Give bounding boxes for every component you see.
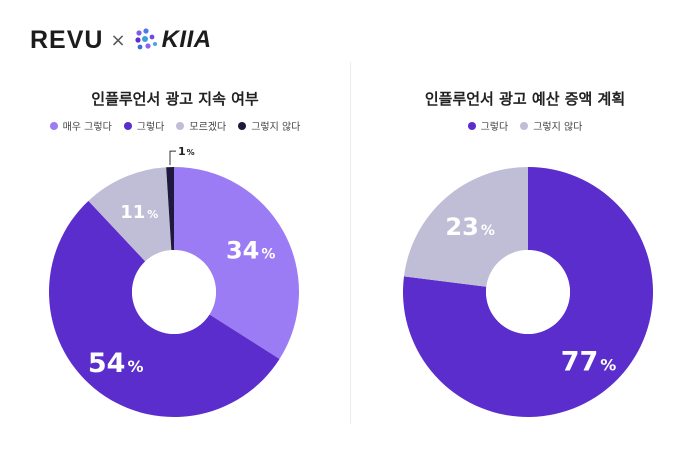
legend-item: 모르겠다 [176, 118, 226, 133]
legend-item: 그렇다 [467, 118, 509, 133]
legend-item: 그렇다 [123, 118, 165, 133]
legend-label: 그렇지 않다 [533, 122, 583, 133]
chart-legend: 그렇다 그렇지 않다 [350, 118, 700, 133]
legend-swatch [467, 121, 476, 130]
legend-item: 매우 그렇다 [49, 118, 112, 133]
legend-swatch [176, 121, 185, 130]
kiia-logo: KIIA [161, 26, 212, 53]
data-label: 23% [445, 213, 494, 241]
chart-panel-budget: 인플루언서 광고 예산 증액 계획 그렇다 그렇지 않다 77% 23% [350, 0, 700, 450]
data-label: 77% [561, 346, 617, 377]
donut-hole [132, 250, 216, 334]
legend-label: 매우 그렇다 [62, 122, 112, 133]
donut-slice-2 [403, 167, 528, 287]
leader-line [169, 150, 177, 166]
donut-hole [486, 250, 570, 334]
legend-item: 그렇지 않다 [238, 118, 300, 133]
donut-slice-4 [166, 167, 174, 251]
brand-header: REVU × KIIA [30, 22, 212, 58]
legend-label: 그렇지 않다 [251, 122, 301, 133]
legend-label: 모르겠다 [189, 122, 227, 133]
data-label: 11% [120, 202, 158, 223]
chart-title: 인플루언서 광고 지속 여부 [91, 90, 259, 108]
collaboration-x: × [110, 29, 126, 51]
donut-chart-budget: 77 % 23% [403, 167, 653, 417]
chart-legend: 매우 그렇다 그렇다 모르겠다 그렇지 않다 [0, 118, 350, 133]
donut-slice-2 [48, 200, 280, 417]
legend-label: 그렇다 [480, 122, 509, 133]
donut-slice-1 [174, 167, 299, 359]
legend-label: 그렇다 [136, 122, 165, 133]
donut-chart-continuation: 34 % 54 % 11 % 1% [48, 145, 299, 417]
donut-slice-3 [88, 167, 172, 262]
chart-title: 인플루언서 광고 예산 증액 계획 [424, 90, 626, 108]
legend-swatch [123, 121, 132, 130]
data-label: 1% [178, 145, 195, 158]
donut-slice-1 [403, 167, 653, 417]
data-label: 54% [88, 348, 144, 379]
legend-swatch [49, 121, 58, 130]
legend-swatch [238, 121, 247, 130]
legend-swatch [520, 121, 529, 130]
kiia-dots-icon [134, 28, 157, 50]
legend-item: 그렇지 않다 [520, 118, 582, 133]
panel-divider [350, 62, 351, 424]
chart-panel-continuation: 인플루언서 광고 지속 여부 매우 그렇다 그렇다 모르겠다 그렇지 않다 34… [0, 90, 350, 417]
revu-logo: REVU [30, 25, 104, 54]
data-label: 34% [226, 236, 275, 264]
